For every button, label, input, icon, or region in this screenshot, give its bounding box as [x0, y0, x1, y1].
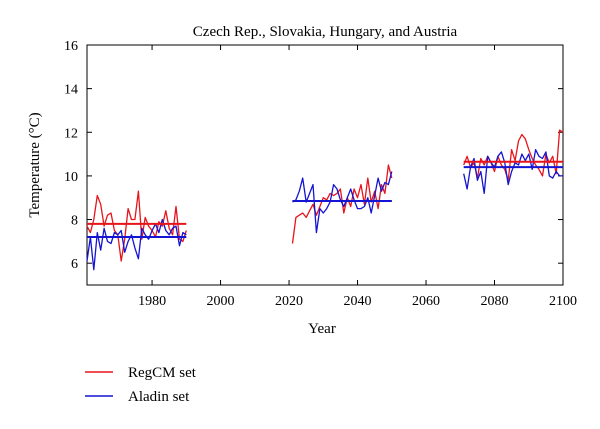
- series-layer: [86, 129, 564, 271]
- y-tick-label: 8: [71, 214, 78, 229]
- series-line-regcm-period-1: [86, 190, 187, 262]
- series-line-aladin-period-2: [292, 171, 393, 234]
- legend-label-regcm: RegCM set: [128, 365, 197, 381]
- series-line-regcm-period-3: [463, 129, 564, 181]
- series-line-aladin-period-1: [86, 218, 187, 271]
- y-axis-ticks: 6 8 10 12 14 16: [64, 39, 563, 272]
- legend: RegCM set Aladin set: [85, 365, 197, 405]
- x-tick-label: 2000: [207, 294, 235, 309]
- y-tick-label: 16: [64, 39, 78, 54]
- y-axis-label: Temperature (°C): [27, 112, 43, 217]
- x-axis-ticks: 1980 2000 2020 2040 2060 2080 2100: [138, 45, 577, 309]
- x-tick-label: 2040: [344, 294, 372, 309]
- plot-frame: [86, 44, 564, 286]
- x-tick-label: 2080: [481, 294, 509, 309]
- x-tick-label: 2060: [412, 294, 440, 309]
- y-tick-label: 6: [71, 257, 78, 272]
- x-tick-label: 1980: [138, 294, 166, 309]
- legend-label-aladin: Aladin set: [128, 389, 190, 405]
- x-tick-label: 2020: [275, 294, 303, 309]
- x-tick-label: 2100: [549, 294, 577, 309]
- x-axis-label: Year: [308, 321, 336, 337]
- y-tick-label: 14: [64, 83, 78, 98]
- y-tick-label: 12: [64, 126, 78, 141]
- y-tick-label: 10: [64, 170, 78, 185]
- chart-title: Czech Rep., Slovakia, Hungary, and Austr…: [193, 24, 458, 40]
